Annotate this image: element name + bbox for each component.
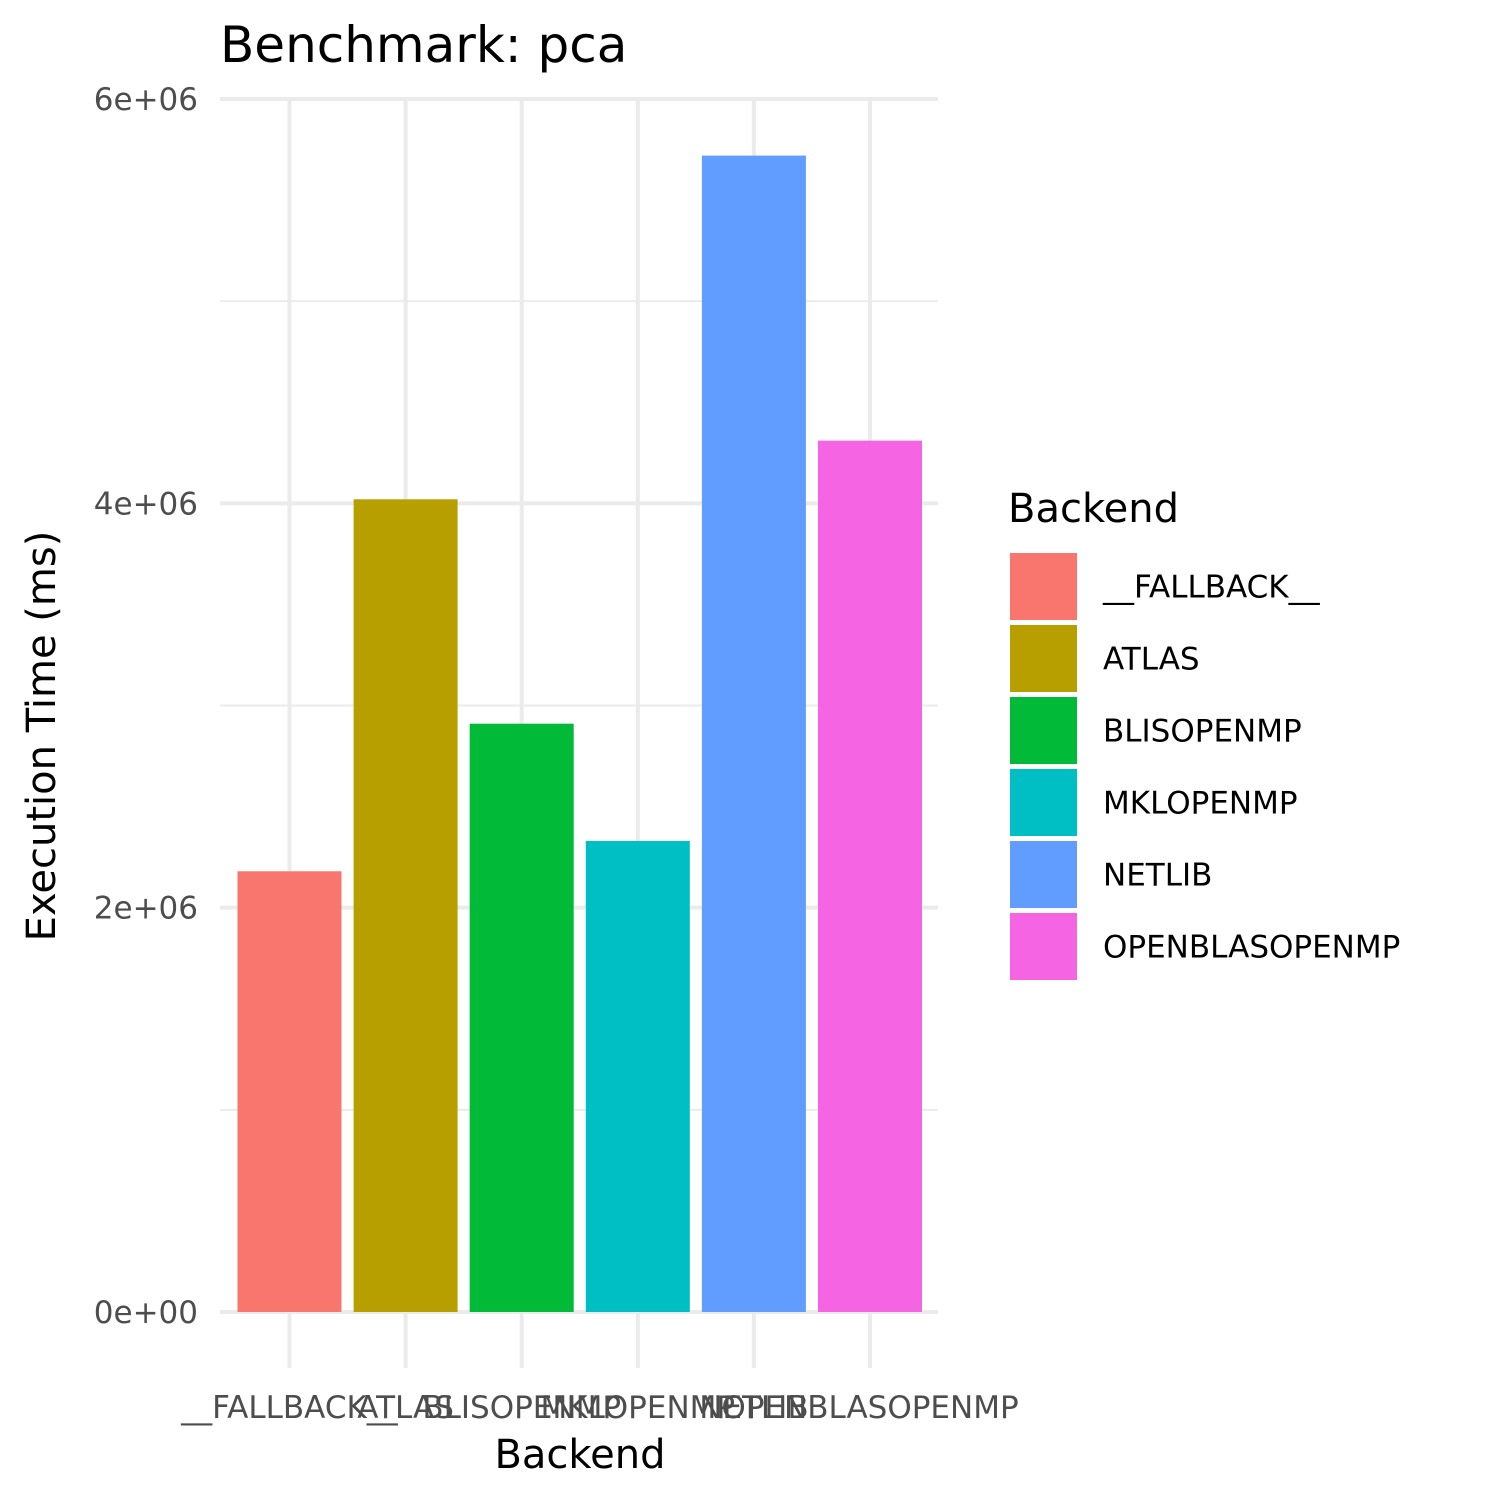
legend-label: NETLIB xyxy=(1103,858,1212,894)
legend-label: ATLAS xyxy=(1103,642,1200,678)
legend: __FALLBACK__ ATLAS BLISOPENMP MKLOPENMP NETL… xyxy=(1010,553,1400,980)
bar-openblasopenmp xyxy=(818,440,922,1313)
y-tick-label: 4e+06 xyxy=(94,486,198,522)
y-tick-labels: 0e+00 2e+06 4e+06 6e+06 xyxy=(94,82,198,1331)
legend-label: OPENBLASOPENMP xyxy=(1103,930,1400,966)
legend-title: Backend xyxy=(1008,486,1179,532)
bars xyxy=(237,155,922,1313)
chart-title: Benchmark: pca xyxy=(220,16,627,74)
bar-atlas xyxy=(353,499,458,1312)
x-tick-label: BLISOPENMP xyxy=(422,1390,621,1426)
x-tick-label: __FALLBACK__ xyxy=(180,1390,398,1426)
bar-fallback xyxy=(237,871,342,1312)
x-axis-label: Backend xyxy=(494,1432,665,1478)
legend-swatch xyxy=(1010,913,1077,980)
x-tick-labels: __FALLBACK__ATLASBLISOPENMPMKLOPENMPNETL… xyxy=(180,1390,1018,1426)
legend-swatch xyxy=(1010,769,1077,836)
bar-mklopenmp xyxy=(585,840,690,1312)
x-tick-label: OPENBLASOPENMP xyxy=(721,1390,1018,1426)
bar-blisopenmp xyxy=(469,723,574,1312)
legend-swatch xyxy=(1010,625,1077,692)
y-axis-label: Execution Time (ms) xyxy=(19,531,65,942)
legend-label: MKLOPENMP xyxy=(1103,786,1298,822)
bar-netlib xyxy=(701,155,806,1312)
legend-swatch xyxy=(1010,841,1077,908)
x-tick-label: MKLOPENMP xyxy=(541,1390,736,1426)
legend-label: BLISOPENMP xyxy=(1103,714,1302,750)
legend-swatch xyxy=(1010,553,1077,620)
y-tick-label: 6e+06 xyxy=(94,82,198,118)
y-tick-label: 2e+06 xyxy=(94,891,198,927)
y-tick-label: 0e+00 xyxy=(94,1295,198,1331)
x-tick-label: NETLIB xyxy=(699,1390,808,1426)
legend-label: __FALLBACK__ xyxy=(1102,570,1320,606)
legend-swatch xyxy=(1010,697,1077,764)
x-tick-label: ATLAS xyxy=(357,1390,454,1426)
